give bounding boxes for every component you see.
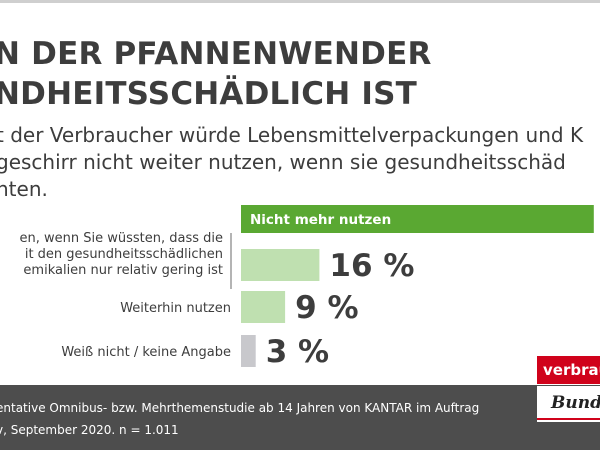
category-label-4: Weiß nicht / keine Angabe	[61, 345, 231, 360]
bar-1-label: Nicht mehr nutzen	[250, 212, 391, 228]
value-label-2: 16 %	[329, 248, 414, 284]
subtitle-line-3: nten.	[0, 177, 48, 201]
logo-underline	[537, 418, 600, 420]
category-label-2: en, wenn Sie wüssten, dass die it den ges…	[19, 231, 223, 278]
logo-bottom: Bund	[537, 386, 600, 422]
top-rule	[0, 0, 600, 3]
subtitle: t der Verbraucher würde Lebensmittelverp…	[0, 122, 600, 203]
category-label-3-line-1: Weiterhin nutzen	[120, 301, 231, 316]
category-label-2-line-1: en, wenn Sie wüssten, dass die	[19, 231, 223, 246]
subtitle-line-2: geschirr nicht weiter nutzen, wenn sie g…	[0, 150, 566, 174]
value-label-3: 9 %	[295, 290, 358, 326]
category-label-2-line-3: emikalien nur relativ gering ist	[23, 263, 223, 278]
logo-bottom-text: Bund	[551, 393, 600, 413]
logo-top: verbrauch	[537, 356, 600, 384]
bar-4	[241, 335, 256, 367]
page-title: N DER PFANNENWENDER NDHEITSSCHÄDLICH IST	[0, 34, 600, 114]
subtitle-line-1: t der Verbraucher würde Lebensmittelverp…	[0, 123, 584, 147]
title-line-2: NDHEITSSCHÄDLICH IST	[0, 76, 417, 112]
footer: entative Omnibus- bzw. Mehrthemenstudie …	[0, 385, 600, 450]
bar-2	[241, 249, 320, 281]
bar-chart: Nicht mehr nutzen 16 % en, wenn Sie wüsste…	[19, 205, 594, 370]
category-label-2-line-2: it den gesundheitsschädlichen	[25, 247, 223, 262]
title-line-1: N DER PFANNENWENDER	[0, 36, 432, 72]
value-label-4: 3 %	[266, 334, 329, 370]
bar-1	[241, 205, 594, 233]
logo-top-text: verbrauch	[543, 361, 600, 379]
category-label-3: Weiterhin nutzen	[120, 301, 231, 316]
category-label-4-line-1: Weiß nicht / keine Angabe	[61, 345, 231, 360]
footer-source-line-1: entative Omnibus- bzw. Mehrthemenstudie …	[0, 401, 480, 415]
bar-3	[241, 291, 286, 323]
footer-source-line-2: v, September 2020. n = 1.011	[0, 423, 179, 437]
